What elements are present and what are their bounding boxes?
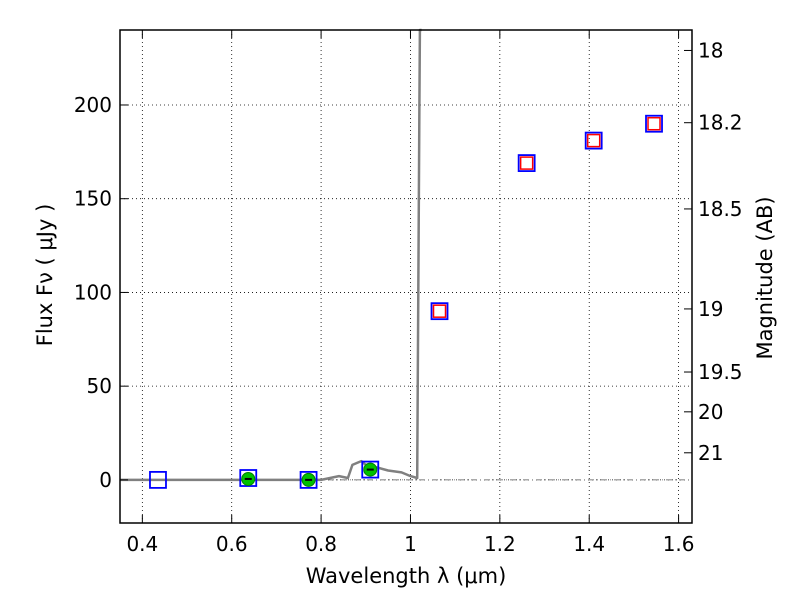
data-point-square [299,470,318,489]
x-tick-label: 1 [404,532,417,556]
mag-tick-label: 18.5 [698,197,743,221]
mag-tick-label: 18.2 [698,111,743,135]
data-point-square [517,154,536,172]
y-tick-label: 200 [74,93,112,117]
x-axis-label: Wavelength λ (μm) [306,564,507,588]
axis-ticks: 0.4 0.6 0.8 1 1.2 1.4 1.6 0 50 100 150 200 18 18.2 18.… [74,30,743,556]
y-tick-label: 0 [99,468,112,492]
y-tick-label: 100 [74,280,112,304]
model-sed-curve [120,28,422,482]
data-point-square [584,131,603,150]
data-point-square [645,114,663,133]
data-point-square [361,460,380,479]
y2-axis-label: Magnitude (AB) [753,196,777,359]
mag-tick-label: 21 [698,441,723,465]
photometry-markers [149,114,663,489]
x-tick-label: 1.6 [663,532,695,556]
mag-tick-label: 19.5 [698,360,743,384]
data-point-inner-square [586,133,601,148]
data-point-inner-square [519,156,534,170]
y-axis-label: Flux Fν ( μJy ) [33,204,57,347]
x-tick-label: 0.8 [305,532,337,556]
x-tick-label: 1.2 [484,532,516,556]
x-tick-label: 1.4 [573,532,605,556]
data-point-square [430,302,449,321]
y-tick-label: 50 [87,374,112,398]
data-point-square [239,469,258,487]
data-point-inner-square [432,304,447,318]
model-sed-line [120,28,422,482]
x-tick-label: 0.6 [216,532,248,556]
x-tick-label: 0.4 [126,532,158,556]
data-point-square [149,470,167,489]
mag-tick-label: 20 [698,400,723,424]
plot-frame [119,29,693,524]
mag-tick-label: 19 [698,297,723,321]
data-point-inner-square [647,116,661,131]
y-tick-label: 150 [74,187,112,211]
mag-tick-label: 18 [698,38,723,62]
grid [120,30,692,523]
